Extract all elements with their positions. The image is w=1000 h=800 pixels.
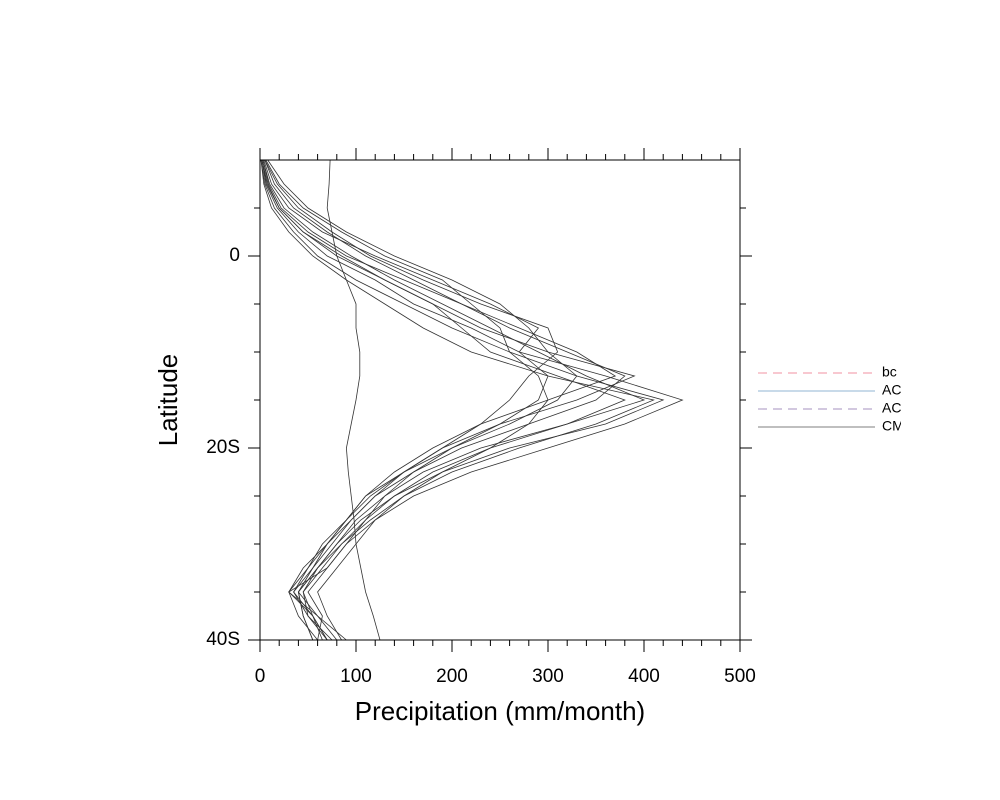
data-line [265,159,549,641]
x-tick-label: 300 [532,666,564,687]
legend-label: CM [882,418,904,434]
data-line [262,159,617,641]
data-line [264,159,626,641]
legend-label: AC [882,400,901,416]
x-tick-label: 100 [340,666,372,687]
legend-label: bc [882,364,897,380]
data-line [264,159,559,641]
data-line [261,159,626,641]
x-tick-label: 500 [724,666,756,687]
x-tick-label: 400 [628,666,660,687]
y-tick-label: 20S [206,437,240,458]
data-line [261,159,684,641]
data-line [262,159,646,641]
data-line [263,159,549,641]
x-tick-label: 200 [436,666,468,687]
x-axis-title: Precipitation (mm/month) [355,696,645,726]
legend-label: AC [882,382,901,398]
x-tick-label: 0 [255,666,266,687]
y-tick-label: 40S [206,629,240,650]
y-tick-label: 0 [229,245,240,266]
data-line [267,159,578,641]
data-line [326,159,381,641]
y-axis-title: Latitude [153,354,183,447]
data-line [260,159,665,641]
data-line [261,159,636,641]
data-line [260,159,655,641]
